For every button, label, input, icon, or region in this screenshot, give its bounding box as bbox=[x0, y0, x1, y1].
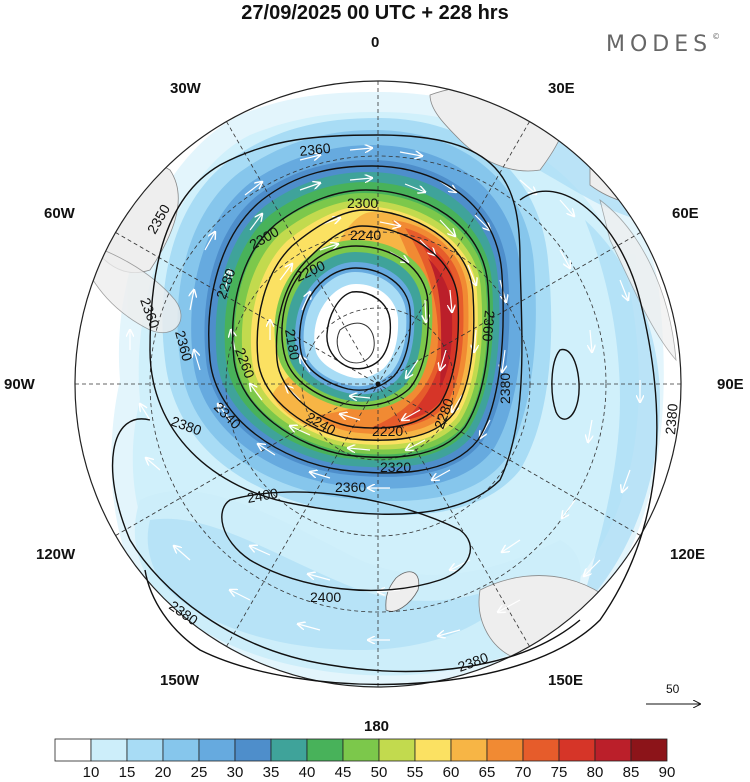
north-pole-marker bbox=[375, 381, 381, 387]
colorbar-swatch bbox=[270, 738, 308, 762]
colorbar-label: 15 bbox=[118, 764, 136, 781]
island-south bbox=[385, 571, 420, 612]
colorbar-swatch bbox=[378, 738, 416, 762]
colorbar-swatch bbox=[450, 738, 488, 762]
patch-southwest-2 bbox=[147, 518, 520, 650]
reference-vector-value: 50 bbox=[666, 682, 680, 696]
colorbar-swatch bbox=[630, 738, 668, 762]
landmass-west bbox=[75, 239, 182, 333]
lon-label-150e: 150E bbox=[548, 672, 584, 689]
colorbar-swatch bbox=[522, 738, 560, 762]
colorbar-label: 45 bbox=[334, 764, 352, 781]
lon-label-30w: 30W bbox=[170, 80, 201, 97]
wind-vectors bbox=[130, 148, 640, 640]
lon-label-120e: 120E bbox=[670, 546, 706, 563]
colorbar-label: 80 bbox=[586, 764, 604, 781]
patch-east bbox=[580, 220, 660, 610]
brand-name: MODES bbox=[606, 32, 713, 57]
colorbar bbox=[54, 738, 668, 762]
brand-logo: MODES© bbox=[606, 32, 720, 57]
colorbar-swatch bbox=[594, 738, 632, 762]
colorbar-label: 50 bbox=[370, 764, 388, 781]
colorbar-swatch bbox=[414, 738, 452, 762]
colorbar-label: 20 bbox=[154, 764, 172, 781]
colorbar-label: 25 bbox=[190, 764, 208, 781]
lon-label-0: 0 bbox=[371, 34, 380, 51]
colorbar-label: 30 bbox=[226, 764, 244, 781]
colorbar-swatch bbox=[558, 738, 596, 762]
colorbar-label: 60 bbox=[442, 764, 460, 781]
colorbar-swatch bbox=[306, 738, 344, 762]
colorbar-swatch bbox=[54, 738, 92, 762]
lon-label-90e: 90E bbox=[717, 376, 744, 393]
landmass-east bbox=[599, 199, 677, 362]
lon-label-30e: 30E bbox=[548, 80, 575, 97]
lon-label-90w: 90W bbox=[4, 376, 35, 393]
island-polar bbox=[336, 322, 375, 364]
colorbar-swatch bbox=[162, 738, 200, 762]
colorbar-label: 90 bbox=[658, 764, 676, 781]
colorbar-swatch bbox=[126, 738, 164, 762]
lon-label-60w: 60W bbox=[44, 205, 75, 222]
lon-label-150w: 150W bbox=[160, 672, 200, 689]
copyright-mark: © bbox=[712, 32, 721, 41]
lon-label-120w: 120W bbox=[36, 546, 76, 563]
colorbar-label: 85 bbox=[622, 764, 640, 781]
colorbar-label: 55 bbox=[406, 764, 424, 781]
colorbar-swatch bbox=[234, 738, 272, 762]
lon-label-180: 180 bbox=[364, 718, 390, 735]
colorbar-swatch bbox=[342, 738, 380, 762]
colorbar-label: 75 bbox=[550, 764, 568, 781]
map-border bbox=[74, 80, 682, 688]
colorbar-swatch bbox=[90, 738, 128, 762]
colorbar-label: 10 bbox=[82, 764, 100, 781]
colorbar-swatch bbox=[198, 738, 236, 762]
colorbar-label: 70 bbox=[514, 764, 532, 781]
colorbar-swatch bbox=[486, 738, 524, 762]
colorbar-label: 65 bbox=[478, 764, 496, 781]
lon-label-60e: 60E bbox=[672, 205, 699, 222]
height-contours bbox=[111, 134, 658, 686]
colorbar-label: 35 bbox=[262, 764, 280, 781]
landmass-southeast bbox=[478, 575, 631, 664]
wind-shade-85 bbox=[428, 258, 453, 388]
map-title: 27/09/2025 00 UTC + 228 hrs bbox=[241, 2, 509, 24]
colorbar-label: 40 bbox=[298, 764, 316, 781]
map-disk bbox=[75, 85, 677, 687]
